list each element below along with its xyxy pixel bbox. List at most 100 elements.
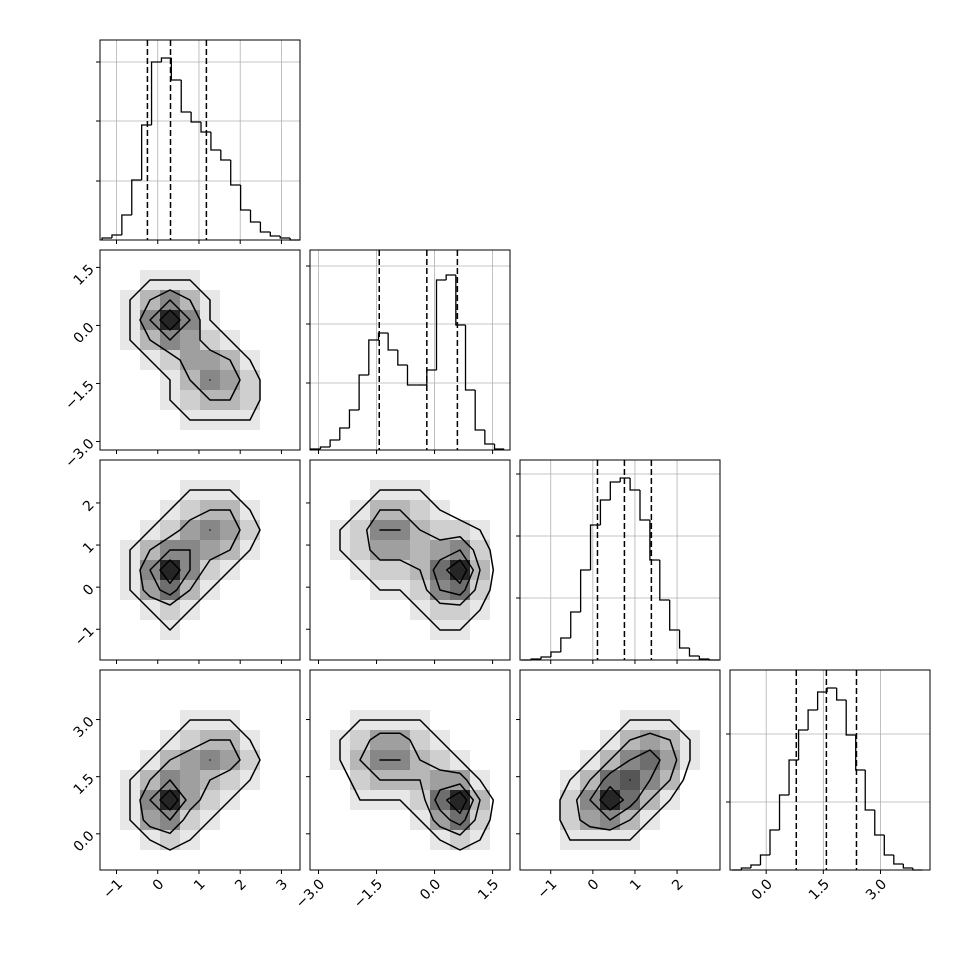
density-cell <box>490 500 510 520</box>
density-cell <box>280 640 300 660</box>
density-cell <box>390 670 410 690</box>
density-cell <box>660 670 680 690</box>
density-cell <box>330 830 350 850</box>
panel-frame <box>99 459 301 661</box>
density-cell <box>680 850 700 870</box>
density-cell <box>600 690 620 710</box>
density-cell <box>410 830 430 850</box>
density-cell <box>430 790 450 810</box>
density-cell <box>100 370 120 390</box>
density-cell <box>450 730 470 750</box>
density-cell <box>240 390 260 410</box>
hist-step <box>797 729 809 760</box>
panel-frame <box>99 669 301 871</box>
density-cell <box>200 690 220 710</box>
density-cell <box>100 620 120 640</box>
hist-step <box>319 446 331 449</box>
density-cell <box>430 600 450 620</box>
density-cell <box>280 830 300 850</box>
density-cell <box>180 810 200 830</box>
hist-step <box>893 855 904 865</box>
density-cell <box>140 430 160 450</box>
density-cell <box>220 850 240 870</box>
density-cell <box>140 810 160 830</box>
hist-step <box>220 150 231 161</box>
density-cell <box>490 750 510 770</box>
density-cell <box>180 520 200 540</box>
density-cell <box>280 310 300 330</box>
density-cell <box>490 520 510 540</box>
density-cell <box>310 540 330 560</box>
density-cell <box>620 670 640 690</box>
hist-step <box>579 569 591 612</box>
hist-step <box>455 275 466 326</box>
density-cell <box>100 330 120 350</box>
density-cell <box>120 850 140 870</box>
y-tick-label: 0 <box>80 582 98 600</box>
density-cell <box>350 520 370 540</box>
y-tick-label: 1 <box>80 539 98 557</box>
density-cell <box>390 460 410 480</box>
density-cell <box>240 710 260 730</box>
hist-step <box>406 365 418 386</box>
density-cell <box>120 830 140 850</box>
density-cell <box>490 620 510 640</box>
density-cell <box>140 850 160 870</box>
density-cell <box>160 830 180 850</box>
hist-step <box>180 80 192 113</box>
density-cell <box>540 750 560 770</box>
hist-step <box>659 560 670 601</box>
density-cell <box>640 830 660 850</box>
density-cell <box>180 690 200 710</box>
hist-step <box>826 687 837 692</box>
hist-step <box>368 339 379 375</box>
hist-step <box>864 770 875 811</box>
density-cell <box>120 640 140 660</box>
density-cell <box>200 640 220 660</box>
density-cell <box>260 410 280 430</box>
density-cell <box>490 540 510 560</box>
hist-step <box>150 61 162 125</box>
density-cell <box>260 600 280 620</box>
y-tick-label: 3.0 <box>71 714 98 741</box>
density-cell <box>620 850 640 870</box>
hist-step <box>111 234 122 238</box>
density-cell <box>180 670 200 690</box>
density-cell <box>450 850 470 870</box>
hist-step <box>464 325 476 391</box>
contour <box>139 289 241 401</box>
x-tick-label: 0 <box>585 876 603 894</box>
density-cell <box>220 250 240 270</box>
density-cell <box>450 580 470 600</box>
contour <box>159 559 181 585</box>
density-cell <box>220 690 240 710</box>
hist-step <box>855 735 866 771</box>
panel-frame <box>309 249 511 451</box>
hist-step <box>836 688 847 701</box>
density-cell <box>600 850 620 870</box>
density-cell <box>160 710 180 730</box>
x-tick-label: −1 <box>100 876 126 902</box>
density-cell <box>100 350 120 370</box>
density-cell <box>100 830 120 850</box>
density-cell <box>180 500 200 520</box>
density-cell <box>490 730 510 750</box>
density-cell <box>700 730 720 750</box>
density-cell <box>200 350 220 370</box>
contour <box>379 759 475 826</box>
density-cell <box>310 710 330 730</box>
density-cell <box>140 710 160 730</box>
density-cell <box>410 620 430 640</box>
density-cell <box>350 540 370 560</box>
density-cell <box>280 750 300 770</box>
panel-frame <box>519 669 721 871</box>
density-cell <box>280 540 300 560</box>
density-cell <box>240 460 260 480</box>
density-cell <box>410 540 430 560</box>
density-cell <box>280 810 300 830</box>
density-cell <box>160 790 180 810</box>
density-cell <box>330 500 350 520</box>
density-cell <box>200 540 220 560</box>
y-tick-label: −3.0 <box>62 436 97 471</box>
density-cell <box>260 580 280 600</box>
